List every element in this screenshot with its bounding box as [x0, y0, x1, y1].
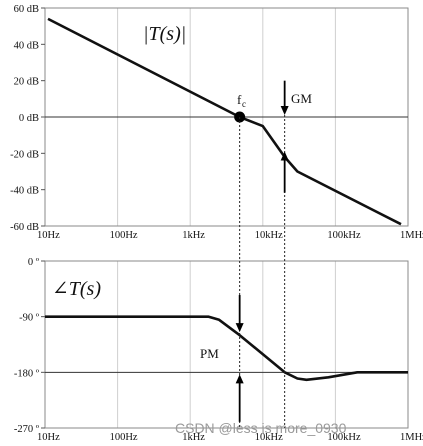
- mag-y-tick-label: -60 dB: [10, 222, 39, 233]
- phase-x-tick-label: 10kHz: [255, 432, 283, 443]
- gm-label: GM: [291, 91, 312, 106]
- mag-x-tick-label: 100Hz: [110, 230, 138, 241]
- mag-x-tick-label: 1kHz: [182, 230, 205, 241]
- mag-y-tick-label: -40 dB: [10, 186, 39, 197]
- pm-arrow-down-head: [235, 323, 244, 333]
- phase-y-tick-label: -270 º: [14, 424, 40, 435]
- phase-plot-frame: [44, 260, 409, 429]
- mag-y-tick-label: 20 dB: [14, 77, 39, 88]
- mag-y-tick-label: 60 dB: [14, 4, 39, 15]
- mag-y-tick-label: 40 dB: [14, 40, 39, 51]
- phase-y-tick-label: -180 º: [14, 368, 40, 379]
- pm-label: PM: [200, 346, 219, 361]
- mag-x-tick-label: 100kHz: [327, 230, 361, 241]
- mag-y-tick-label: 0 dB: [19, 113, 39, 124]
- magnitude-title: |T(s)|: [143, 23, 186, 45]
- phase-title: ∠T(s): [52, 278, 101, 300]
- phase-y-tick-label: -90 º: [19, 313, 40, 324]
- phase-y-tick-label: 0 º: [28, 257, 40, 268]
- phase-x-tick-label: 1kHz: [182, 432, 205, 443]
- mag-x-tick-label: 10kHz: [255, 230, 283, 241]
- phase-x-tick-label: 100kHz: [327, 432, 361, 443]
- pm-arrow-up-head: [235, 374, 244, 384]
- phase-x-tick-label: 1MHz: [400, 432, 423, 443]
- svg-text:f: f: [237, 92, 242, 107]
- svg-text:c: c: [242, 99, 246, 109]
- watermark: CSDN @less is more_0930: [175, 420, 347, 436]
- magnitude-panel: 60 dB 40 dB 20 dB 0 dB -20 dB -40 dB -60 dB10H…: [10, 4, 423, 241]
- phase-x-tick-label: 10Hz: [37, 432, 60, 443]
- fc-label: f c: [237, 92, 246, 109]
- mag-y-tick-label: -20 dB: [10, 149, 39, 160]
- gm-arrow-down-head: [280, 106, 289, 115]
- phase-series-line: [45, 315, 408, 382]
- mag-x-tick-label: 1MHz: [400, 230, 423, 241]
- phase-x-tick-label: 100Hz: [110, 432, 138, 443]
- gm-arrow-up-head: [280, 151, 289, 161]
- mag-series-line: [47, 17, 402, 226]
- mag-x-tick-label: 10Hz: [37, 230, 60, 241]
